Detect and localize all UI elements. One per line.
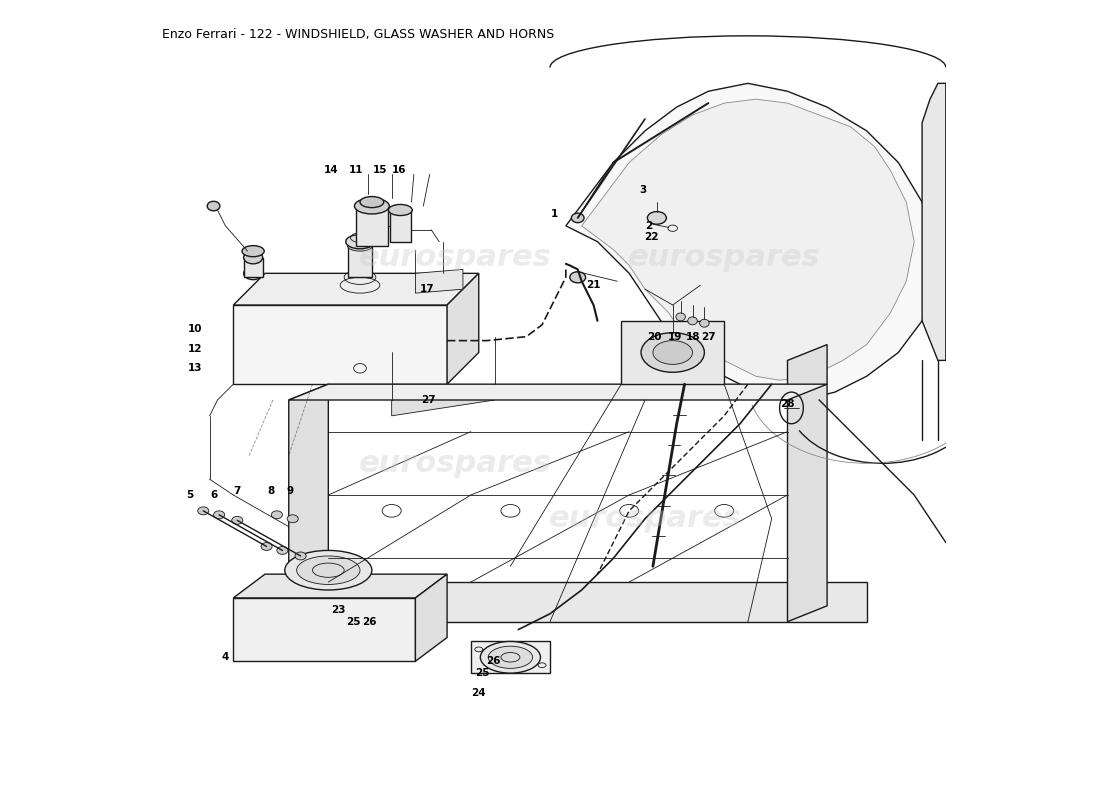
Text: 3: 3: [640, 186, 647, 195]
Ellipse shape: [243, 251, 263, 264]
Polygon shape: [621, 321, 724, 384]
Text: 11: 11: [349, 166, 363, 175]
Polygon shape: [289, 384, 328, 622]
Polygon shape: [392, 384, 495, 416]
Polygon shape: [788, 345, 827, 622]
Text: eurospares: eurospares: [549, 504, 741, 534]
Ellipse shape: [272, 511, 283, 518]
Text: Enzo Ferrari - 122 - WINDSHIELD, GLASS WASHER AND HORNS: Enzo Ferrari - 122 - WINDSHIELD, GLASS W…: [162, 28, 554, 41]
Ellipse shape: [198, 507, 209, 514]
Text: 6: 6: [210, 490, 217, 500]
Polygon shape: [565, 83, 938, 400]
Ellipse shape: [242, 246, 264, 257]
Text: 25: 25: [346, 617, 361, 626]
Text: 20: 20: [647, 332, 662, 342]
Ellipse shape: [354, 198, 389, 214]
Text: 8: 8: [267, 486, 275, 496]
Ellipse shape: [348, 240, 373, 251]
Text: 5: 5: [186, 490, 194, 500]
Text: 27: 27: [421, 395, 436, 405]
Text: 26: 26: [362, 617, 376, 626]
Ellipse shape: [648, 211, 667, 224]
Polygon shape: [582, 99, 914, 380]
Text: 14: 14: [324, 166, 339, 175]
Ellipse shape: [488, 646, 532, 668]
Text: 24: 24: [472, 688, 486, 698]
Polygon shape: [233, 274, 478, 305]
Ellipse shape: [213, 511, 224, 518]
Text: 9: 9: [287, 486, 294, 496]
Text: 23: 23: [331, 605, 345, 614]
Ellipse shape: [675, 313, 685, 321]
Text: 17: 17: [420, 284, 434, 294]
Text: 16: 16: [392, 166, 406, 175]
Ellipse shape: [688, 317, 697, 325]
Ellipse shape: [641, 333, 704, 372]
Text: 22: 22: [645, 232, 659, 242]
Ellipse shape: [285, 550, 372, 590]
Ellipse shape: [345, 234, 374, 249]
Text: 26: 26: [486, 656, 500, 666]
Polygon shape: [233, 305, 447, 384]
Ellipse shape: [571, 213, 584, 222]
Ellipse shape: [297, 556, 360, 585]
Polygon shape: [356, 206, 387, 246]
Text: 13: 13: [188, 363, 202, 374]
Ellipse shape: [287, 514, 298, 522]
Ellipse shape: [360, 197, 384, 208]
Ellipse shape: [243, 267, 263, 280]
Ellipse shape: [388, 205, 412, 215]
Polygon shape: [416, 574, 447, 662]
Ellipse shape: [700, 319, 710, 327]
Text: 18: 18: [686, 332, 701, 342]
Ellipse shape: [570, 272, 585, 283]
Ellipse shape: [653, 341, 693, 364]
Text: eurospares: eurospares: [359, 243, 551, 272]
Text: 21: 21: [586, 280, 601, 290]
Text: 12: 12: [188, 343, 202, 354]
Polygon shape: [233, 574, 447, 598]
Text: 1: 1: [550, 209, 558, 219]
Text: eurospares: eurospares: [359, 449, 551, 478]
Ellipse shape: [232, 516, 243, 524]
Polygon shape: [233, 598, 416, 662]
Polygon shape: [416, 270, 463, 293]
Text: 28: 28: [780, 399, 795, 409]
Text: 25: 25: [475, 668, 490, 678]
Ellipse shape: [295, 552, 306, 560]
Polygon shape: [922, 83, 946, 361]
Text: 4: 4: [222, 652, 229, 662]
Text: 27: 27: [701, 332, 716, 342]
Text: 2: 2: [646, 221, 652, 231]
Polygon shape: [289, 384, 827, 400]
Polygon shape: [348, 246, 372, 278]
Polygon shape: [243, 258, 263, 278]
Text: 7: 7: [233, 486, 241, 496]
Ellipse shape: [207, 202, 220, 210]
Polygon shape: [471, 642, 550, 673]
Text: 19: 19: [668, 332, 682, 342]
Polygon shape: [447, 274, 478, 384]
Ellipse shape: [277, 546, 288, 554]
Text: eurospares: eurospares: [628, 243, 821, 272]
Text: 10: 10: [188, 324, 202, 334]
Polygon shape: [289, 582, 867, 622]
Ellipse shape: [261, 542, 272, 550]
Polygon shape: [390, 210, 411, 242]
Text: 15: 15: [373, 166, 387, 175]
Ellipse shape: [481, 642, 540, 673]
